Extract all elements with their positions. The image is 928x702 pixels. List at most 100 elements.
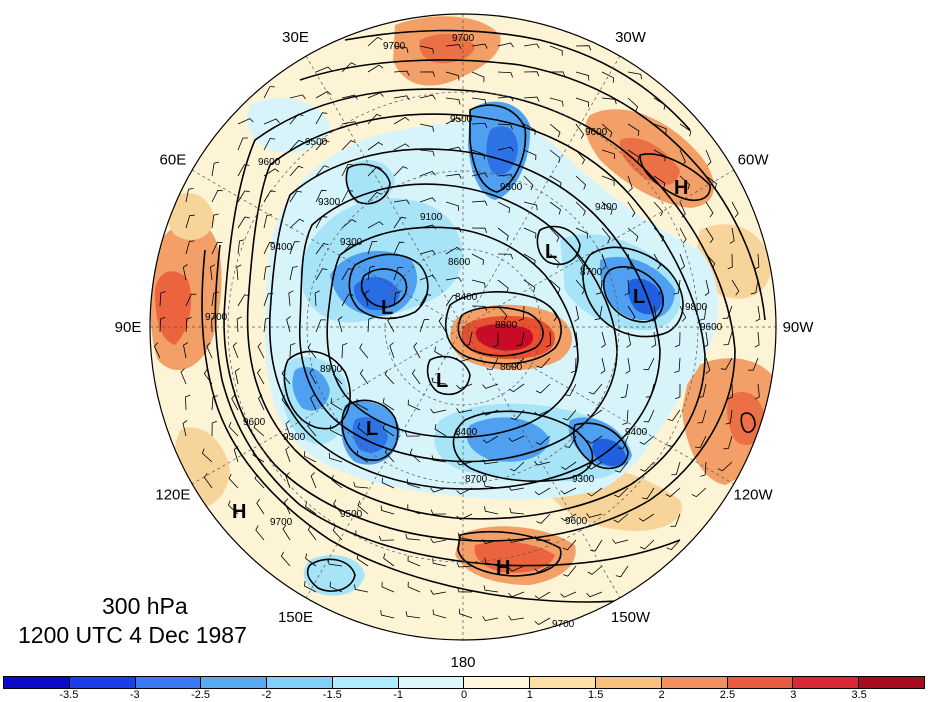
- high-pressure-center: H: [232, 501, 246, 523]
- wind-barb: [393, 216, 407, 229]
- wind-barb: [252, 450, 265, 463]
- wind-barb: [575, 45, 592, 51]
- wind-barb: [332, 525, 343, 541]
- wind-barb: [315, 66, 332, 73]
- wind-barb: [594, 305, 603, 321]
- wind-barb: [575, 149, 586, 165]
- contour-label: 9300: [500, 182, 523, 193]
- wind-barb: [341, 94, 358, 100]
- high-pressure-center: H: [496, 557, 510, 579]
- wind-barb: [523, 149, 537, 161]
- wind-barb: [310, 394, 317, 411]
- wind-barb: [341, 121, 358, 127]
- wind-barb: [459, 608, 473, 619]
- wind-barb: [618, 435, 629, 449]
- wind-barb: [613, 513, 629, 523]
- wind-barb: [642, 487, 655, 500]
- wind-barb: [653, 253, 661, 270]
- wind-barb: [456, 460, 473, 466]
- wind-barb: [562, 565, 577, 577]
- wind-barb: [393, 241, 405, 255]
- wind-barb: [564, 435, 577, 448]
- wind-barb: [482, 616, 499, 622]
- wind-barb: [430, 538, 447, 544]
- wind-barb: [601, 71, 615, 83]
- wind-barb: [729, 227, 735, 244]
- wind-barb: [263, 118, 280, 125]
- wind-barb: [419, 319, 430, 333]
- wind-barb: [183, 342, 189, 359]
- wind-barb: [639, 435, 655, 445]
- wind-barb: [509, 507, 525, 515]
- wind-barb: [508, 485, 525, 491]
- wind-barb: [289, 218, 305, 229]
- wind-barb: [484, 557, 499, 567]
- wind-barb: [263, 214, 272, 229]
- wind-barb: [471, 122, 488, 129]
- wind-barb: [159, 291, 166, 307]
- wind-barb: [341, 163, 353, 177]
- wind-barb: [445, 227, 462, 233]
- low-pressure-center: L: [366, 418, 378, 440]
- wind-barb: [674, 357, 681, 373]
- wind-barb: [705, 201, 714, 218]
- wind-barb: [211, 291, 219, 307]
- contour-label: 8400: [455, 427, 478, 438]
- wind-barb: [384, 369, 395, 385]
- wind-barb: [367, 317, 374, 333]
- wind-barb: [384, 447, 395, 463]
- wind-barb: [419, 94, 436, 100]
- wind-barb: [285, 472, 291, 489]
- wind-barb: [534, 565, 551, 573]
- wind-barb: [534, 409, 551, 416]
- wind-barb: [482, 539, 499, 544]
- contour-label: 9700: [270, 517, 293, 528]
- wind-barb: [456, 383, 473, 390]
- wind-barb: [289, 343, 296, 359]
- wind-barb: [651, 305, 657, 322]
- wind-barb: [315, 139, 330, 151]
- wind-barb: [438, 316, 447, 333]
- wind-barb: [601, 149, 616, 159]
- wind-barb: [383, 553, 395, 567]
- wind-barb: [601, 331, 606, 348]
- wind-barb: [182, 264, 188, 281]
- wind-barb: [601, 175, 615, 186]
- wind-barb: [653, 123, 667, 134]
- contour-label: 9600: [243, 417, 266, 428]
- wind-barb: [263, 241, 275, 255]
- wind-barb: [482, 383, 499, 389]
- wind-barb: [315, 91, 332, 99]
- wind-barb: [653, 149, 666, 162]
- wind-barb: [341, 219, 357, 229]
- wind-barb: [725, 409, 733, 425]
- wind-barb: [665, 487, 681, 498]
- wind-barb: [523, 279, 536, 293]
- wind-barb: [705, 175, 717, 189]
- wind-barb: [627, 71, 643, 80]
- wind-barb: [431, 377, 447, 385]
- wind-barb: [315, 112, 328, 125]
- wind-barb: [483, 481, 499, 489]
- wind-barb: [367, 265, 375, 281]
- contour-label: 8900: [320, 364, 343, 375]
- wind-barb: [445, 277, 462, 283]
- wind-barb: [484, 506, 499, 515]
- wind-barb: [378, 535, 395, 541]
- wind-barb: [653, 227, 665, 242]
- longitude-label: 120E: [155, 487, 190, 504]
- wind-barb: [705, 357, 711, 374]
- wind-barb: [523, 253, 536, 266]
- wind-barb: [508, 591, 525, 598]
- wind-barb: [666, 539, 681, 551]
- wind-barb: [419, 197, 436, 203]
- wind-barb: [574, 305, 580, 322]
- wind-barb: [419, 149, 435, 157]
- colorbar-box: [267, 677, 333, 688]
- colorbar-box: [661, 677, 728, 688]
- wind-barb: [211, 161, 220, 177]
- colorbar-box: [530, 677, 597, 688]
- contour-label: 9500: [305, 137, 328, 148]
- wind-barb: [523, 175, 534, 191]
- wind-barb: [258, 394, 265, 411]
